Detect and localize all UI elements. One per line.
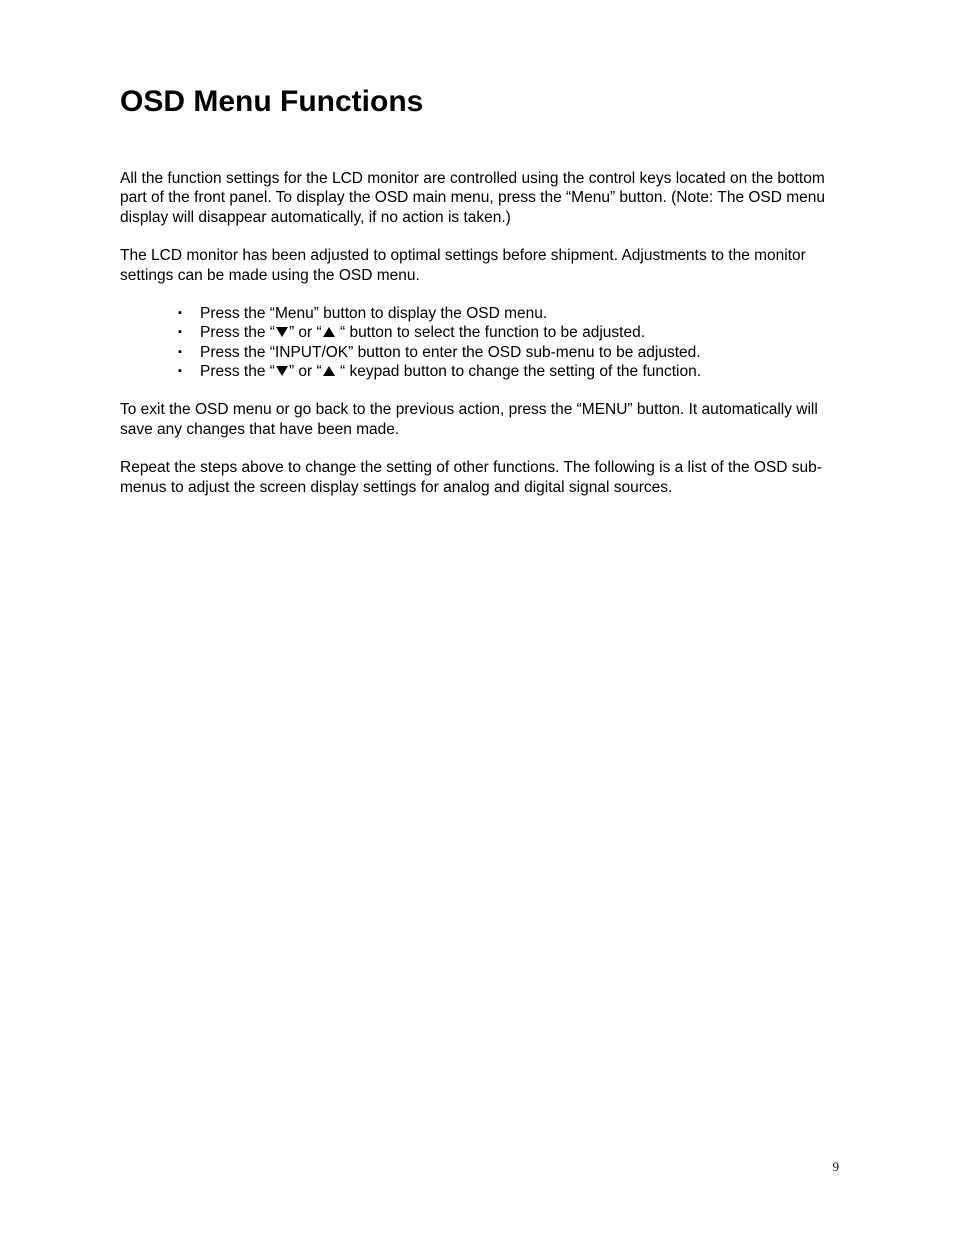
up-arrow-icon xyxy=(323,327,335,337)
bullet-2-text-post: “ button to select the function to be ad… xyxy=(336,324,645,341)
paragraph-4: Repeat the steps above to change the set… xyxy=(120,458,839,497)
up-arrow-icon xyxy=(323,366,335,376)
bullet-item-2: Press the “ ” or “ “ button to select the… xyxy=(178,323,839,342)
bullet-item-3: Press the “INPUT/OK” button to enter the… xyxy=(178,343,839,362)
bullet-4-text-pre: Press the “ xyxy=(200,363,275,380)
bullet-item-4: Press the “ ” or “ “ keypad button to cha… xyxy=(178,362,839,381)
bullet-2-text-mid: ” or “ xyxy=(289,324,322,341)
bullet-4-text-post: “ keypad button to change the setting of… xyxy=(336,363,701,380)
paragraph-2: The LCD monitor has been adjusted to opt… xyxy=(120,246,839,285)
paragraph-3: To exit the OSD menu or go back to the p… xyxy=(120,400,839,439)
bullet-4-text-mid: ” or “ xyxy=(289,363,322,380)
bullet-2-text-pre: Press the “ xyxy=(200,324,275,341)
page-number: 9 xyxy=(833,1159,840,1175)
down-arrow-icon xyxy=(276,327,288,337)
down-arrow-icon xyxy=(276,366,288,376)
page-content: OSD Menu Functions All the function sett… xyxy=(0,0,954,497)
paragraph-1: All the function settings for the LCD mo… xyxy=(120,169,839,227)
bullet-item-1: Press the “Menu” button to display the O… xyxy=(178,304,839,323)
bullet-list: Press the “Menu” button to display the O… xyxy=(120,304,839,382)
page-title: OSD Menu Functions xyxy=(120,85,839,119)
